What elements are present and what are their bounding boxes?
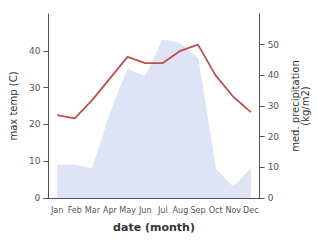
svg-text:Aug: Aug [173,206,189,215]
svg-text:50: 50 [268,40,280,50]
svg-text:Mar: Mar [85,206,101,215]
svg-text:0: 0 [268,193,274,203]
svg-text:Dec: Dec [243,206,258,215]
svg-text:Jan: Jan [50,206,63,215]
svg-text:10: 10 [268,162,280,172]
svg-text:Sep: Sep [190,206,205,215]
svg-text:30: 30 [268,101,280,111]
svg-text:Apr: Apr [103,206,118,215]
svg-text:med. precipitation: med. precipitation [289,60,301,152]
svg-text:20: 20 [29,119,41,129]
svg-text:Feb: Feb [68,206,82,215]
svg-text:Oct: Oct [209,206,223,215]
svg-text:May: May [119,206,136,215]
svg-text:20: 20 [268,132,280,142]
svg-text:0: 0 [35,193,41,203]
svg-text:(kg/m2): (kg/m2) [300,86,311,126]
svg-text:date (month): date (month) [113,221,195,234]
svg-text:10: 10 [29,156,41,166]
svg-text:30: 30 [29,83,41,93]
svg-text:Jul: Jul [157,206,168,215]
svg-text:Nov: Nov [225,206,241,215]
svg-text:40: 40 [268,70,280,80]
svg-text:max temp (C): max temp (C) [8,71,19,140]
svg-text:40: 40 [29,46,41,56]
svg-text:Jun: Jun [138,206,152,215]
